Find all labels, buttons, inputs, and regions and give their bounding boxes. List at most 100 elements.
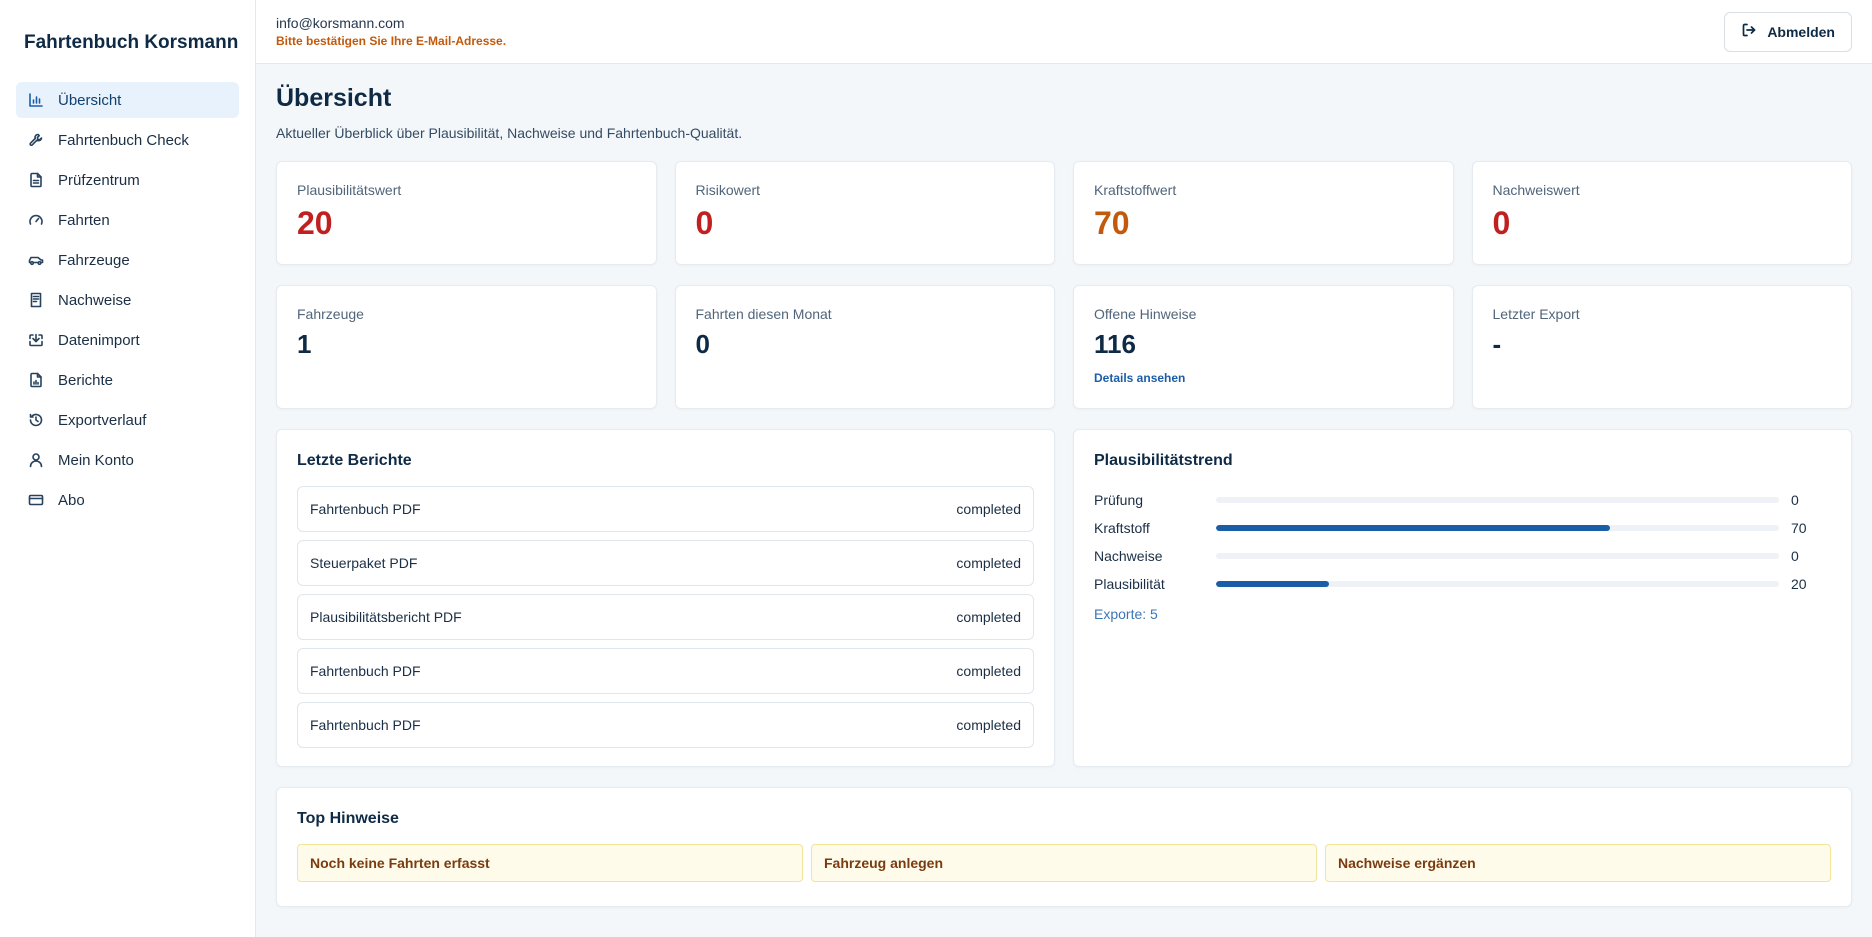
stat-value: 116	[1094, 329, 1136, 359]
report-icon	[28, 372, 44, 388]
sidebar-item-pruefzentrum[interactable]: Prüfzentrum	[16, 162, 239, 198]
gauge-icon	[28, 212, 44, 228]
score-card-risiko: Risikowert 0	[674, 161, 1055, 265]
sidebar-item-label: Nachweise	[58, 291, 132, 309]
report-status: completed	[956, 501, 1021, 517]
account-info: info@korsmann.com Bitte bestätigen Sie I…	[276, 15, 506, 48]
logout-icon	[1741, 22, 1757, 41]
report-status: completed	[956, 609, 1021, 625]
history-icon	[28, 412, 44, 428]
trend-bar-fill	[1216, 581, 1329, 587]
stat-label: Offene Hinweise	[1094, 306, 1197, 322]
report-status: completed	[956, 663, 1021, 679]
hints-list: Noch keine Fahrten erfasst Fahrzeug anle…	[297, 844, 1831, 882]
stat-label: Nachweiswert	[1492, 182, 1580, 198]
trend-bar-track	[1216, 497, 1779, 503]
panel-title: Plausibilitätstrend	[1094, 452, 1233, 469]
stat-cards: Fahrzeuge 1 Fahrten diesen Monat 0 Offen…	[276, 285, 1852, 409]
stat-value: 0	[1492, 205, 1511, 241]
stat-value: 0	[695, 205, 714, 241]
sidebar-item-label: Abo	[58, 491, 85, 509]
report-row[interactable]: Fahrtenbuch PDF completed	[297, 702, 1034, 748]
sidebar-item-exportverlauf[interactable]: Exportverlauf	[16, 402, 239, 438]
sidebar-item-berichte[interactable]: Berichte	[16, 362, 239, 398]
trend-label: Plausibilität	[1094, 576, 1165, 592]
car-icon	[28, 252, 44, 268]
email-verify-notice: Bitte bestätigen Sie Ihre E-Mail-Adresse…	[276, 34, 507, 48]
hint-item[interactable]: Fahrzeug anlegen	[811, 844, 1317, 882]
page-title: Übersicht	[276, 84, 392, 112]
wrench-icon	[28, 132, 44, 148]
download-icon	[28, 332, 44, 348]
stat-value: 0	[695, 329, 710, 359]
sidebar-item-label: Fahrten	[58, 211, 110, 229]
dashboard-content: Übersicht Aktueller Überblick über Plaus…	[256, 64, 1872, 907]
hint-item[interactable]: Nachweise ergänzen	[1325, 844, 1831, 882]
trend-bar-track	[1216, 553, 1779, 559]
trend-label: Prüfung	[1094, 492, 1144, 508]
logout-button[interactable]: Abmelden	[1724, 11, 1852, 52]
credit-card-icon	[28, 492, 44, 508]
detail-panels: Letzte Berichte Fahrtenbuch PDF complete…	[276, 429, 1852, 767]
sidebar-item-mein-konto[interactable]: Mein Konto	[16, 442, 239, 478]
panel-title: Letzte Berichte	[297, 452, 412, 469]
stat-label: Kraftstoffwert	[1094, 182, 1177, 198]
sidebar-item-nachweise[interactable]: Nachweise	[16, 282, 239, 318]
sidebar-item-label: Exportverlauf	[58, 411, 147, 429]
sidebar-item-fahrten[interactable]: Fahrten	[16, 202, 239, 238]
score-cards: Plausibilitätswert 20 Risikowert 0 Kraft…	[276, 161, 1852, 265]
report-name: Fahrtenbuch PDF	[310, 663, 421, 679]
stat-label: Fahrten diesen Monat	[695, 306, 832, 322]
sidebar-item-label: Datenimport	[58, 331, 140, 349]
sidebar-item-label: Fahrzeuge	[58, 251, 130, 269]
sidebar-item-uebersicht[interactable]: Übersicht	[16, 82, 239, 118]
main-area: info@korsmann.com Bitte bestätigen Sie I…	[256, 0, 1872, 937]
sidebar-nav: Übersicht Fahrtenbuch Check Prüfzentrum …	[16, 82, 239, 518]
trend-label: Nachweise	[1094, 548, 1163, 564]
report-row[interactable]: Plausibilitätsbericht PDF completed	[297, 594, 1034, 640]
trend-bar-track	[1216, 581, 1779, 587]
hint-item[interactable]: Noch keine Fahrten erfasst	[297, 844, 803, 882]
sidebar-item-label: Berichte	[58, 371, 114, 389]
exports-count: Exporte: 5	[1094, 606, 1158, 622]
report-status: completed	[956, 555, 1021, 571]
sidebar-item-label: Fahrtenbuch Check	[58, 131, 189, 149]
trend-row: Nachweise 0	[1094, 542, 1831, 570]
trend-label: Kraftstoff	[1094, 520, 1150, 536]
score-card-nachweis: Nachweiswert 0	[1471, 161, 1852, 265]
document-icon	[28, 172, 44, 188]
stat-label: Fahrzeuge	[297, 306, 364, 322]
receipt-icon	[28, 292, 44, 308]
stat-card-fahrten-monat: Fahrten diesen Monat 0	[674, 285, 1055, 409]
sidebar-item-label: Übersicht	[58, 91, 122, 109]
stat-label: Risikowert	[695, 182, 761, 198]
report-row[interactable]: Fahrtenbuch PDF completed	[297, 648, 1034, 694]
user-icon	[28, 452, 44, 468]
sidebar-item-datenimport[interactable]: Datenimport	[16, 322, 239, 358]
stat-card-offene-hinweise: Offene Hinweise 116 Details ansehen	[1073, 285, 1454, 409]
report-name: Steuerpaket PDF	[310, 555, 418, 571]
stat-label: Letzter Export	[1492, 306, 1580, 322]
sidebar-item-fahrzeuge[interactable]: Fahrzeuge	[16, 242, 239, 278]
trend-row: Plausibilität 20	[1094, 570, 1831, 598]
stat-card-fahrzeuge: Fahrzeuge 1	[276, 285, 657, 409]
sidebar-item-abo[interactable]: Abo	[16, 482, 239, 518]
trend-value: 0	[1791, 548, 1799, 564]
details-link[interactable]: Details ansehen	[1094, 370, 1186, 385]
stat-value: 70	[1094, 205, 1130, 241]
report-name: Fahrtenbuch PDF	[310, 717, 421, 733]
stat-value: 20	[297, 205, 333, 241]
report-row[interactable]: Fahrtenbuch PDF completed	[297, 486, 1034, 532]
stat-value: -	[1492, 329, 1502, 359]
report-row[interactable]: Steuerpaket PDF completed	[297, 540, 1034, 586]
top-hints-panel: Top Hinweise Noch keine Fahrten erfasst …	[276, 787, 1852, 907]
score-card-plausibilitaet: Plausibilitätswert 20	[276, 161, 657, 265]
sidebar-item-fahrtenbuch-check[interactable]: Fahrtenbuch Check	[16, 122, 239, 158]
report-status: completed	[956, 717, 1021, 733]
topbar: info@korsmann.com Bitte bestätigen Sie I…	[256, 0, 1872, 64]
user-email: info@korsmann.com	[276, 15, 405, 31]
score-card-kraftstoff: Kraftstoffwert 70	[1073, 161, 1454, 265]
trend-row: Prüfung 0	[1094, 486, 1831, 514]
stat-label: Plausibilitätswert	[297, 182, 402, 198]
stat-value: 1	[297, 329, 312, 359]
